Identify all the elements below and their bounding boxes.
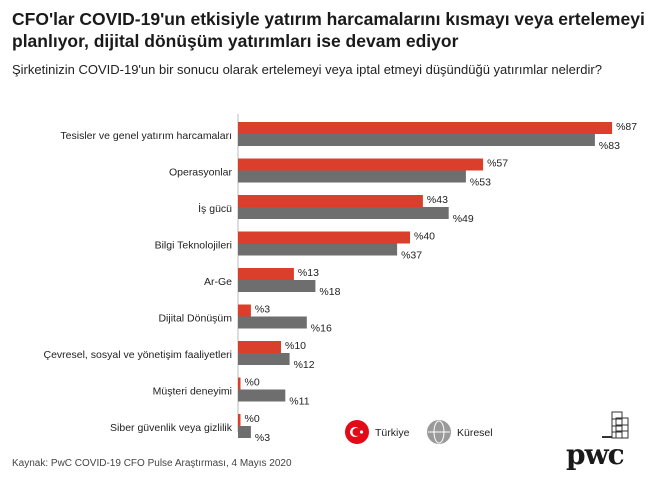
data-label: %43 — [427, 194, 448, 206]
data-label: %37 — [401, 250, 422, 262]
source-note: Kaynak: PwC COVID-19 CFO Pulse Araştırma… — [12, 458, 292, 469]
pwc-logo-text: pwc — [566, 438, 625, 471]
bar-kuresel — [238, 243, 398, 256]
bar-kuresel — [238, 134, 595, 146]
bar-turkiye — [238, 414, 241, 426]
star-icon — [359, 430, 364, 434]
bar-turkiye — [238, 268, 294, 280]
category-label: Operasyonlar — [169, 167, 233, 179]
bar-turkiye — [238, 341, 281, 353]
category-label: Siber güvenlik veya gizlilik — [110, 422, 233, 434]
data-label: %3 — [255, 432, 270, 444]
data-label: %40 — [414, 231, 435, 243]
data-label: %11 — [289, 396, 309, 408]
data-label: %0 — [245, 377, 260, 389]
data-label: %10 — [285, 340, 306, 352]
bar-turkiye — [238, 377, 241, 390]
data-label: %49 — [453, 213, 474, 225]
bar-turkiye — [238, 122, 613, 134]
bar-kuresel — [238, 353, 290, 365]
category-label: Tesisler ve genel yatırım harcamaları — [60, 130, 232, 142]
bar-kuresel — [238, 207, 449, 219]
bar-kuresel — [238, 389, 286, 402]
bar-kuresel — [238, 170, 466, 183]
bar-kuresel — [238, 426, 251, 438]
data-label: %18 — [319, 286, 340, 298]
data-label: %83 — [599, 140, 620, 152]
bar-kuresel — [238, 280, 316, 292]
data-label: %53 — [470, 177, 491, 189]
data-label: %0 — [245, 413, 260, 425]
legend-label: Türkiye — [375, 427, 410, 439]
crescent-cut-icon — [352, 428, 361, 436]
data-label: %57 — [487, 158, 508, 170]
data-label: %87 — [616, 121, 637, 133]
category-label: Müşteri deneyimi — [153, 386, 232, 398]
legend-label: Küresel — [457, 427, 493, 439]
data-label: %12 — [294, 359, 315, 371]
pwc-logo-icon — [602, 411, 629, 439]
page-title: CFO'lar COVID-19'un etkisiyle yatırım ha… — [12, 9, 645, 51]
data-label: %3 — [255, 304, 270, 316]
category-label: Çevresel, sosyal ve yönetişim faaliyetle… — [44, 349, 233, 361]
category-label: İş gücü — [198, 202, 232, 215]
category-label: Ar-Ge — [204, 276, 232, 288]
bar-kuresel — [238, 316, 307, 329]
data-label: %16 — [311, 323, 332, 335]
chart-subtitle: Şirketinizin COVID-19'un bir sonucu olar… — [12, 62, 602, 77]
bar-turkiye — [238, 195, 423, 207]
category-label: Dijital Dönüşüm — [158, 313, 232, 325]
category-label: Bilgi Teknolojileri — [155, 240, 232, 252]
bar-turkiye — [238, 158, 484, 171]
data-label: %13 — [298, 267, 319, 279]
bar-turkiye — [238, 304, 251, 317]
bar-turkiye — [238, 231, 410, 244]
